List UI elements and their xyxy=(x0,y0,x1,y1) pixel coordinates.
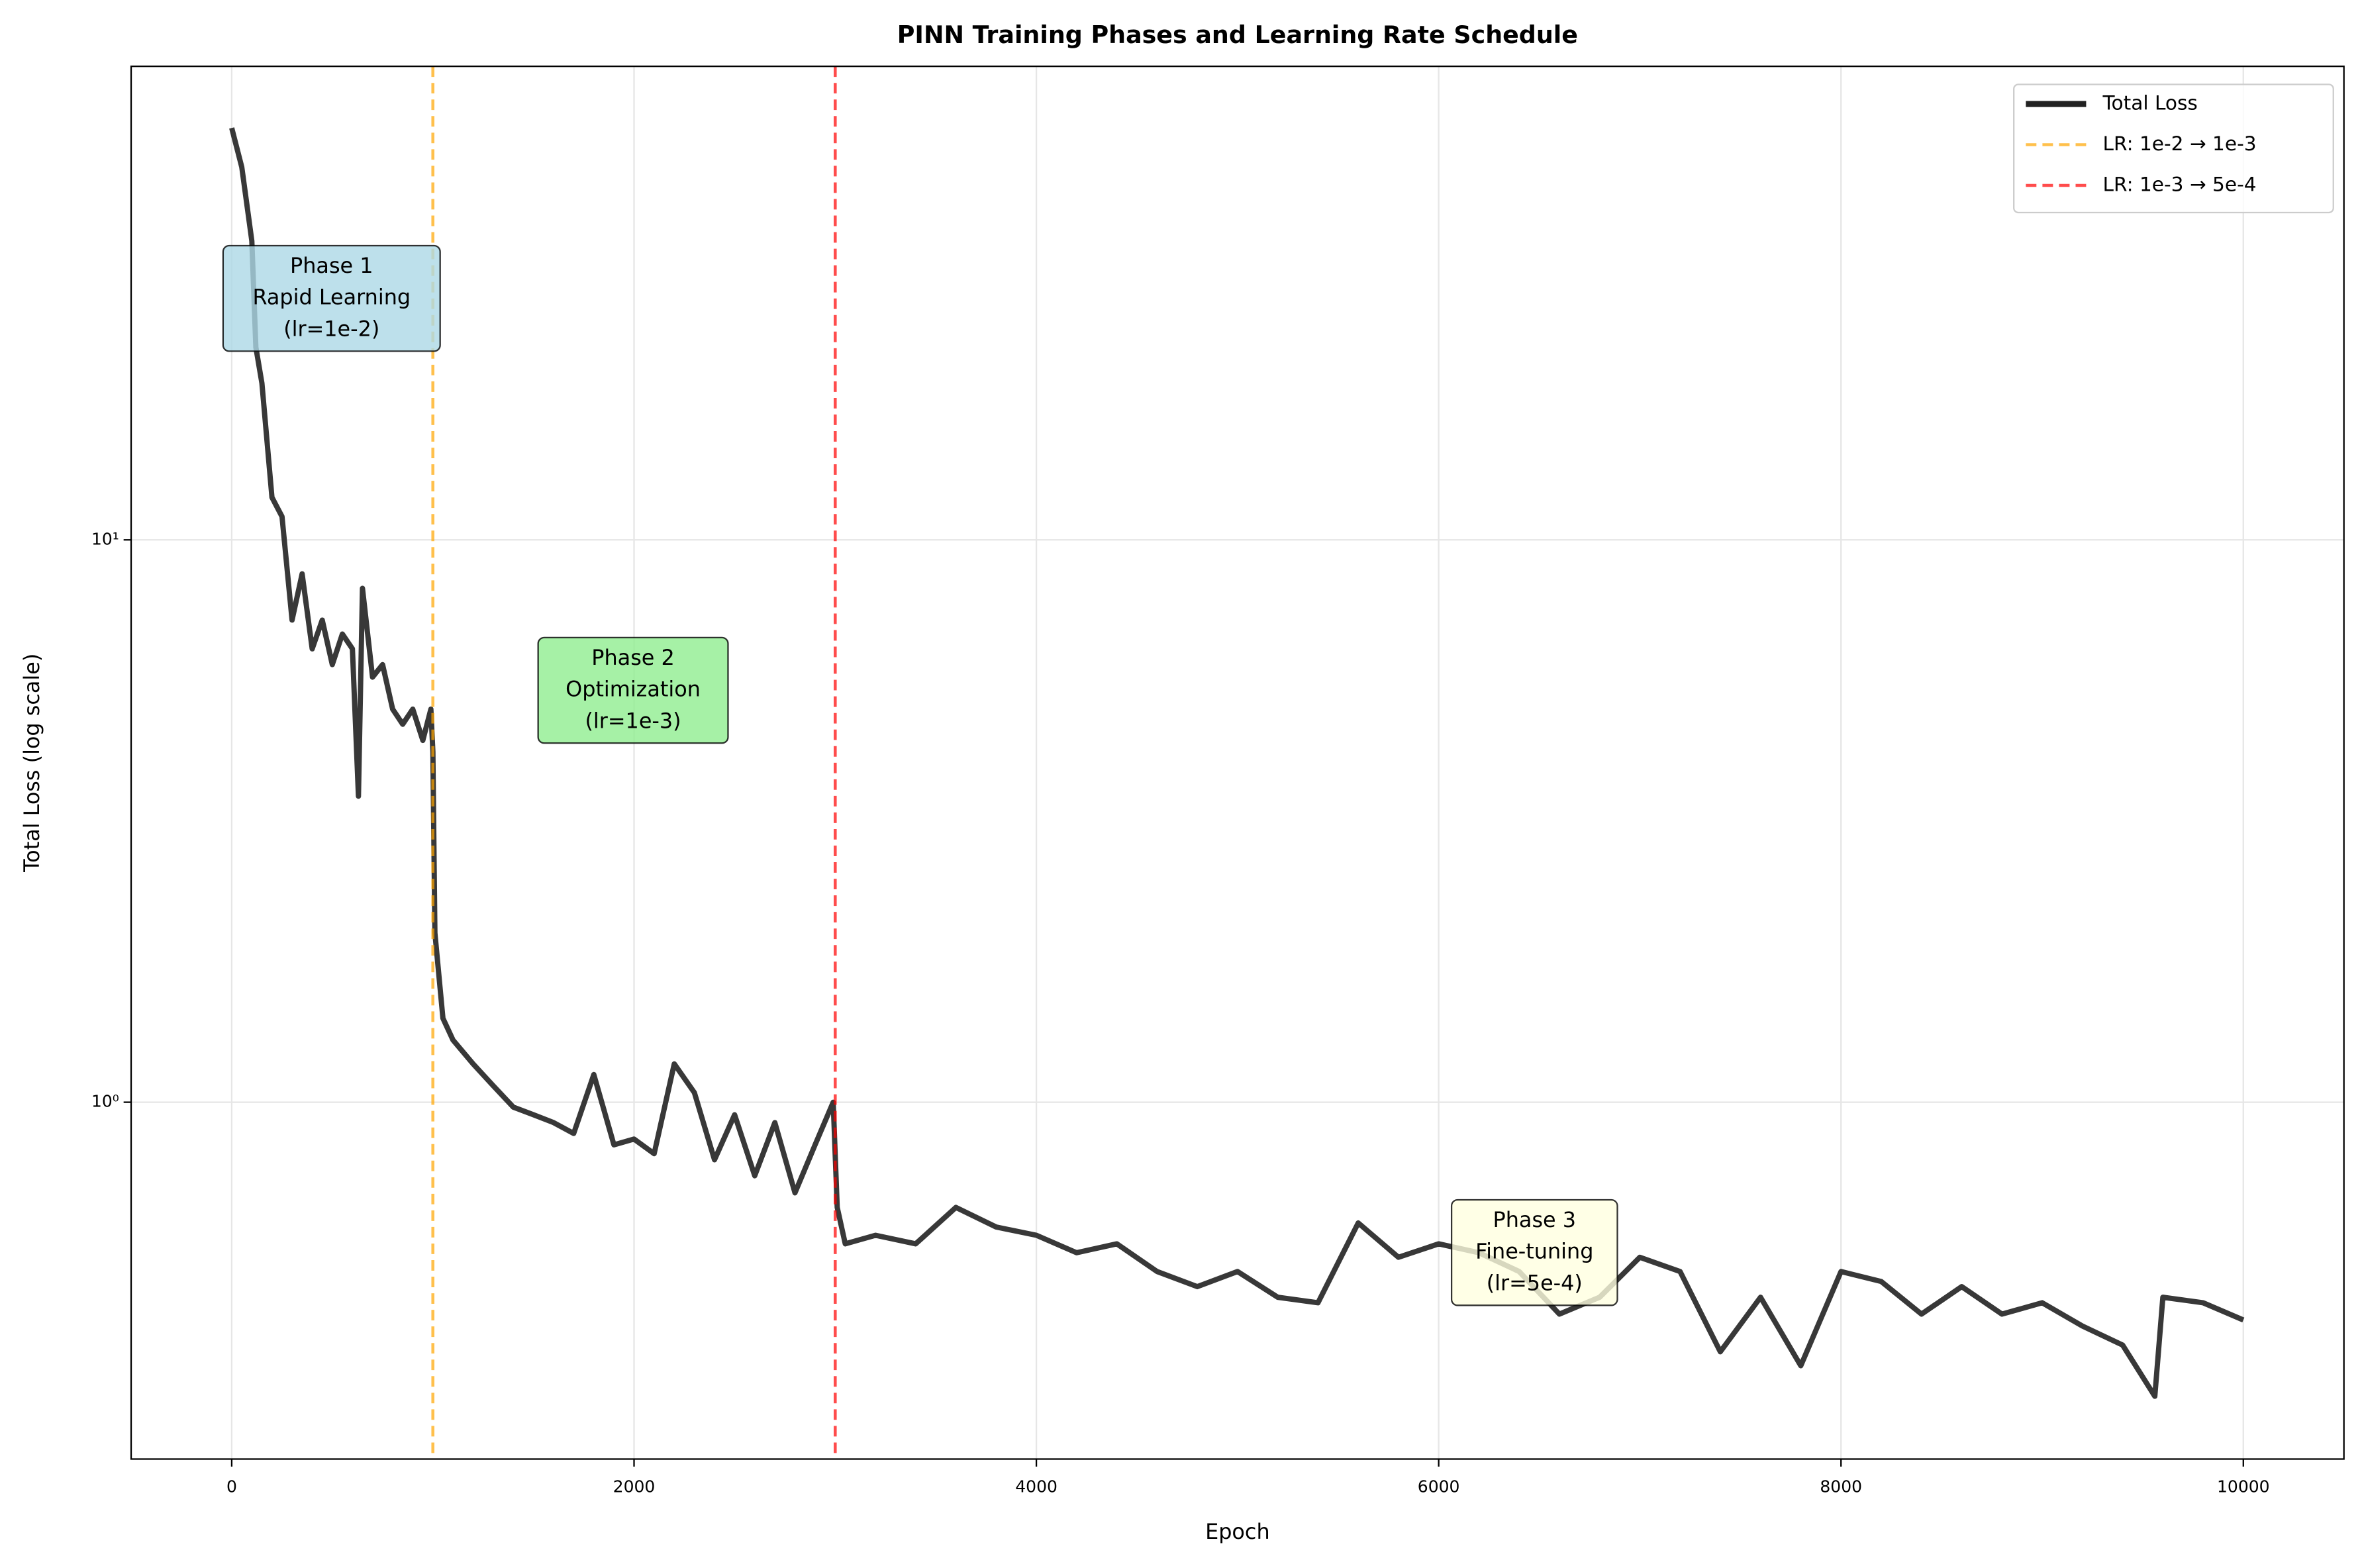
phase-label: (lr=1e-3) xyxy=(585,708,681,733)
phase-box xyxy=(1450,1199,1618,1306)
plot-frame xyxy=(130,66,2345,1460)
legend-label: LR: 1e-3 → 5e-4 xyxy=(2102,173,2256,195)
legend-label: LR: 1e-2 → 1e-3 xyxy=(2102,132,2256,155)
x-tick-label: 8000 xyxy=(1820,1477,1862,1496)
phase-label: (lr=5e-4) xyxy=(1487,1270,1583,1295)
y-tick-label: 10⁰ xyxy=(91,1092,119,1111)
phase-label: Phase 1 xyxy=(290,253,373,278)
phase-label: Phase 2 xyxy=(591,645,675,670)
legend-box xyxy=(2013,83,2334,214)
phase-label: (lr=1e-2) xyxy=(283,317,379,342)
y-tick-label: 10¹ xyxy=(91,529,119,548)
phase-box xyxy=(537,636,729,744)
x-tick-label: 2000 xyxy=(613,1477,656,1496)
phase-label: Optimization xyxy=(566,677,701,702)
y-axis-label: Total Loss (log scale) xyxy=(19,654,44,873)
phase-label: Fine-tuning xyxy=(1475,1239,1593,1264)
x-tick-label: 0 xyxy=(226,1477,237,1496)
phase-label: Phase 3 xyxy=(1493,1207,1577,1232)
legend-label: Total Loss xyxy=(2102,92,2197,115)
loss-line xyxy=(229,127,2245,1399)
chart-title: PINN Training Phases and Learning Rate S… xyxy=(897,21,1578,49)
x-tick-label: 4000 xyxy=(1015,1477,1058,1496)
x-tick-label: 10000 xyxy=(2217,1477,2270,1496)
phase-box xyxy=(222,244,441,352)
x-axis-label: Epoch xyxy=(1205,1519,1270,1544)
x-tick-label: 6000 xyxy=(1418,1477,1460,1496)
phase-label: Rapid Learning xyxy=(252,285,411,310)
